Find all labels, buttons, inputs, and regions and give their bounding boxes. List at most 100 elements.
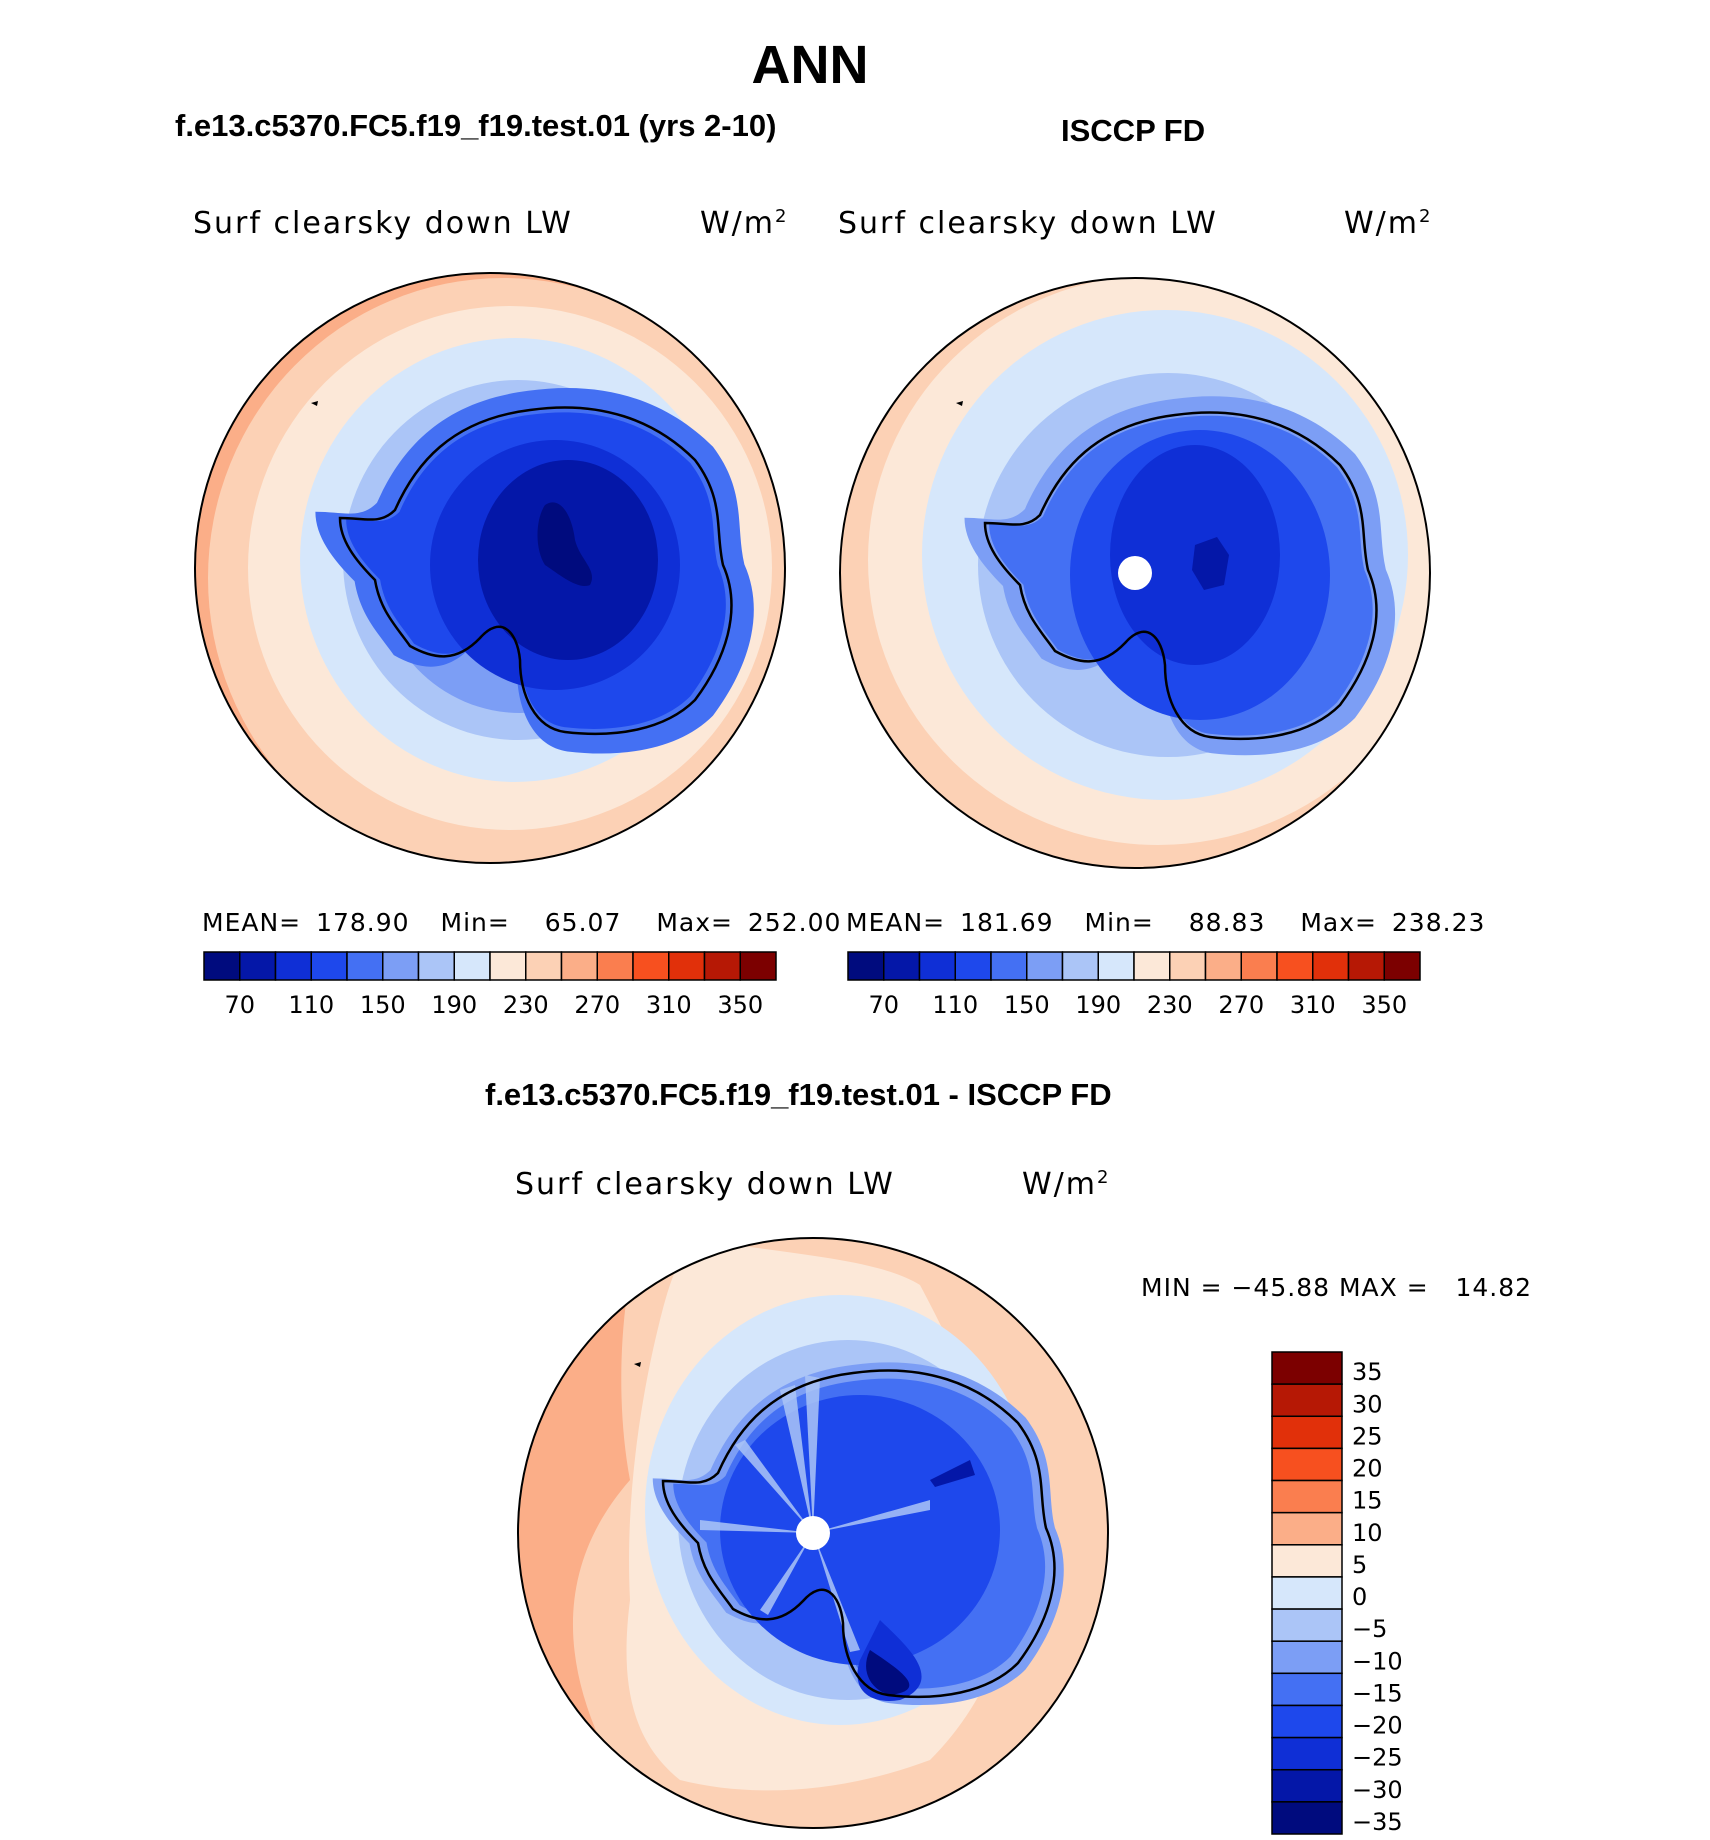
panel-3-colorbar-swatch <box>1271 1479 1343 1514</box>
panel-1-max-value: 252.00 <box>747 908 842 937</box>
panel-3-colorbar-swatch <box>1271 1704 1343 1739</box>
panel-1-colorbar-swatch <box>739 951 777 981</box>
panel-2-colorbar-swatch <box>1061 951 1099 981</box>
panel-2-colorbar-tick-label: 270 <box>1218 991 1264 1019</box>
panel-1-map-border <box>194 272 786 864</box>
panel-3-minmax: MIN = −45.88 MAX = 14.82 <box>1141 1273 1533 1302</box>
panel-3-colorbar-swatch <box>1271 1801 1343 1835</box>
panel-1-colorbar-tick-label: 230 <box>503 991 549 1019</box>
panel-1-units-base: W/m <box>700 206 775 241</box>
panel-1-colorbar-swatch <box>560 951 598 981</box>
panel-2-mean-value: 181.69 <box>960 908 1054 937</box>
panel-2-min-label: Min= <box>1084 908 1154 937</box>
panel-1-colorbar-tick-label: 150 <box>360 991 406 1019</box>
panel-2-colorbar-tick-label: 230 <box>1147 991 1193 1019</box>
panel-3-colorbar-swatch <box>1271 1640 1343 1675</box>
panel-2-colorbar-swatch <box>918 951 956 981</box>
panel-3-colorbar-swatch <box>1271 1576 1343 1610</box>
panel-3-colorbar-tick-label: 15 <box>1352 1487 1383 1515</box>
panel-2-colorbar-tick-label: 70 <box>868 991 899 1019</box>
panel-3-colorbar-tick-label: −35 <box>1352 1808 1403 1836</box>
panel-2-colorbar-tick-label: 190 <box>1075 991 1121 1019</box>
panel-1-units-exp: 2 <box>775 206 789 227</box>
panel-2-colorbar: 70 110 150 190 230 270 310 350 <box>847 951 1421 1019</box>
panel-1-min-value: 65.07 <box>544 908 622 937</box>
panel-1-colorbar-swatch <box>417 951 455 981</box>
panel-3-colorbar-tick-label: −20 <box>1352 1712 1403 1740</box>
panel-1-island <box>311 401 318 406</box>
panel-3-colorbar-tick-label: −30 <box>1352 1776 1403 1804</box>
main-title: ANN <box>751 35 869 95</box>
panel-3-band-deep-blue <box>930 1460 975 1487</box>
panel-2-colorbar-swatch <box>1133 951 1171 981</box>
panel-2-min-value: 88.83 <box>1188 908 1266 937</box>
panel-2-colorbar-swatch <box>1169 951 1207 981</box>
panel-3-streak <box>813 1533 860 1652</box>
panel-3-colorbar-swatch <box>1271 1383 1343 1418</box>
panel-1-variable-label: Surf clearsky down LW <box>193 206 573 241</box>
panel-1-colorbar-swatch <box>453 951 491 981</box>
panel-3-map <box>518 1238 1108 1828</box>
panel-3-streak <box>805 1375 820 1533</box>
panel-3-case-title: f.e13.c5370.FC5.f19_f19.test.01 - ISCCP … <box>485 1077 1112 1112</box>
panel-3-colorbar-swatch <box>1271 1351 1343 1385</box>
panel-2-band-deep-blue <box>1192 537 1229 590</box>
panel-3-streak <box>760 1533 813 1615</box>
panel-3-colorbar-tick-label: −15 <box>1352 1679 1403 1707</box>
panel-3-colorbar-tick-label: 20 <box>1352 1455 1383 1483</box>
panel-1-colorbar-swatch <box>525 951 563 981</box>
panel-1-colorbar-swatch <box>310 951 348 981</box>
panel-3-units: W/m2 <box>1022 1167 1110 1202</box>
panel-1-colorbar-swatch <box>203 951 241 981</box>
panel-2-colorbar-swatch <box>1347 951 1385 981</box>
panel-1-colorbar-swatch <box>239 951 277 981</box>
panel-3-band-navy <box>866 1650 910 1695</box>
panel-1-colorbar-tick-label: 70 <box>224 991 255 1019</box>
panel-2-stats: MEAN= 181.69 Min= 88.83 Max= 238.23 <box>846 908 1485 937</box>
panel-3-variable-label: Surf clearsky down LW <box>515 1167 895 1202</box>
panel-2-variable-label: Surf clearsky down LW <box>838 206 1218 241</box>
panel-3-colorbar-tick-label: −5 <box>1352 1615 1387 1643</box>
panel-3-colorbar: 35 30 25 20 15 10 5 0 −5 −10 −15 −20 −25 −30 −35 <box>1271 1351 1403 1836</box>
panel-1-colorbar-tick-label: 310 <box>646 991 692 1019</box>
panel-3-colorbar-tick-label: 5 <box>1352 1551 1367 1579</box>
panel-2-colorbar-swatch <box>1026 951 1064 981</box>
panel-1-colorbar-swatch <box>346 951 384 981</box>
panel-3-streak <box>735 1440 813 1533</box>
panel-3-colorbar-swatch <box>1271 1768 1343 1803</box>
panel-2-map-border <box>839 277 1431 869</box>
panel-2-colorbar-swatch <box>1240 951 1278 981</box>
panel-1-min-label: Min= <box>440 908 510 937</box>
panel-3-streak <box>813 1500 930 1533</box>
panel-2-colorbar-swatch <box>990 951 1028 981</box>
panel-1-mean-value: 178.90 <box>316 908 410 937</box>
panel-1-units: W/m2 <box>700 206 788 241</box>
panel-2-map <box>840 278 1430 868</box>
panel-3-band-bright-blue <box>720 1395 1000 1665</box>
panel-2-case-title: ISCCP FD <box>1061 113 1206 148</box>
panel-3-streak <box>780 1385 813 1533</box>
panel-2-colorbar-swatch <box>847 951 885 981</box>
panel-3-map-border <box>517 1237 1109 1829</box>
panel-3-units-base: W/m <box>1022 1167 1097 1202</box>
panel-1-colorbar-tick-label: 110 <box>288 991 334 1019</box>
panel-3-units-exp: 2 <box>1097 1167 1111 1188</box>
panel-3-colorbar-tick-label: 25 <box>1352 1422 1383 1450</box>
panel-2-colorbar-tick-label: 310 <box>1290 991 1336 1019</box>
panel-1-colorbar-swatch <box>632 951 670 981</box>
panel-3-colorbar-swatch <box>1271 1415 1343 1450</box>
panel-2-max-label: Max= <box>1300 908 1377 937</box>
panel-2-colorbar-swatch <box>883 951 921 981</box>
panel-1-colorbar-swatch <box>703 951 741 981</box>
panel-2-colorbar-tick-label: 110 <box>932 991 978 1019</box>
panel-3-colorbar-tick-label: −10 <box>1352 1647 1403 1675</box>
panel-2-units-exp: 2 <box>1419 206 1433 227</box>
panel-3-colorbar-tick-label: 35 <box>1352 1358 1383 1386</box>
panel-2-colorbar-swatch <box>1276 951 1314 981</box>
panel-3-radial-streaks <box>700 1375 930 1652</box>
panel-1-colorbar-swatch <box>668 951 706 981</box>
panel-2-colorbar-swatch <box>954 951 992 981</box>
panel-1-max-label: Max= <box>656 908 733 937</box>
panel-3-colorbar-tick-label: −25 <box>1352 1744 1403 1772</box>
